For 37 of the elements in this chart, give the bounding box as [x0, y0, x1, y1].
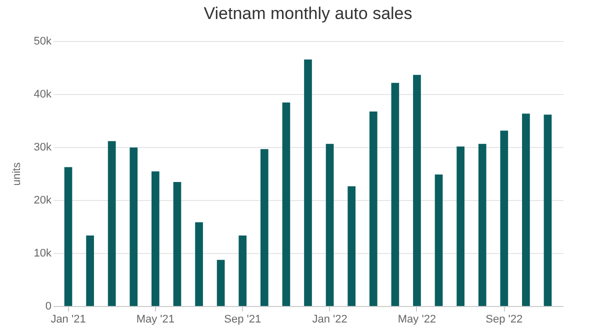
bar: [456, 146, 464, 306]
bar: [282, 102, 290, 306]
x-tick-label: Jan '22: [312, 314, 348, 326]
x-tick-label: Sep '22: [486, 314, 523, 326]
bar: [413, 74, 421, 306]
y-tick-label: 30k: [34, 142, 52, 154]
bar: [86, 236, 94, 306]
y-tick-label: 10k: [34, 248, 52, 260]
bar: [500, 130, 508, 306]
bar: [348, 186, 356, 306]
chart-title: Vietnam monthly auto sales: [204, 4, 412, 23]
bar: [216, 260, 225, 306]
bar: [434, 174, 443, 306]
y-tick-label: 50k: [34, 36, 52, 48]
bar: [130, 148, 138, 306]
x-tick-label: May '22: [398, 314, 436, 326]
bar: [173, 182, 182, 306]
bar: [369, 111, 378, 306]
bar: [522, 114, 530, 306]
y-axis-title: units: [10, 162, 23, 186]
bar: [478, 144, 486, 306]
bar: [238, 236, 247, 306]
y-tick-label: 20k: [34, 194, 52, 206]
bar: [152, 171, 160, 306]
y-tick-label: 40k: [34, 88, 52, 100]
y-tick-label: 0: [45, 300, 52, 312]
bar: [326, 144, 334, 306]
bar: [108, 141, 116, 306]
bar: [544, 114, 552, 306]
bar: [260, 149, 268, 306]
bar: [64, 167, 72, 306]
bar: [195, 222, 203, 306]
bar: [391, 82, 400, 306]
x-tick-label: Sep '21: [224, 314, 262, 326]
x-tick-label: May '21: [136, 314, 175, 326]
bar: [304, 60, 312, 306]
x-tick-label: Jan '21: [50, 314, 86, 326]
